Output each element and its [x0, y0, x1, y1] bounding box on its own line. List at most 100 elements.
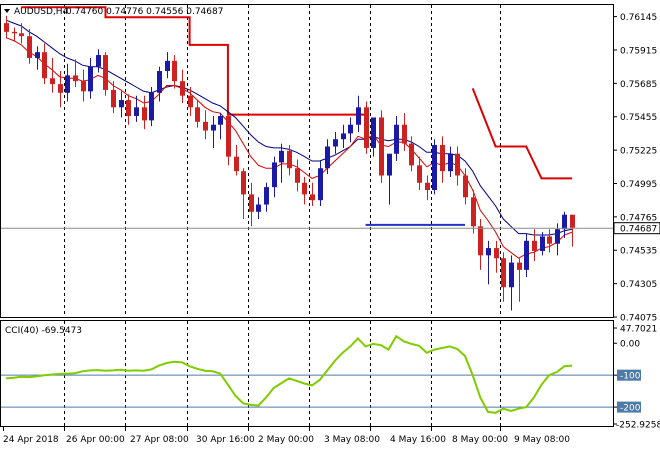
price-panel-frame [0, 4, 614, 318]
cci-line [5, 334, 573, 414]
candle [547, 229, 552, 253]
candle-body [409, 143, 414, 166]
candle-body [88, 66, 93, 92]
time-label: 26 Apr 00:00 [66, 435, 125, 445]
candle [325, 139, 330, 175]
candle-body [188, 95, 193, 108]
candle-body [570, 214, 575, 228]
time-label: 8 May 00:00 [452, 435, 508, 445]
candle-body [348, 124, 353, 134]
cci-axis[interactable]: 47.7021 0.00 -100 -200 -252.9258 [613, 325, 660, 431]
candle [463, 168, 468, 205]
candle [241, 168, 246, 220]
candle-body [111, 89, 116, 108]
candle [540, 232, 545, 256]
candle [73, 59, 78, 87]
candle-body [279, 150, 284, 163]
candle-body [562, 214, 567, 230]
candle [417, 156, 422, 191]
price-tick: 0.74535 [620, 247, 657, 257]
chart-header: AUDUSD,H4 0.74760 0.74776 0.74556 0.7468… [4, 7, 223, 17]
candle-body [333, 139, 338, 147]
current-price-tag [613, 222, 660, 235]
candle [501, 252, 506, 302]
cci-panel[interactable]: CCI(40) -69.5473 [0, 320, 614, 427]
cci-level-tag [617, 369, 641, 381]
candle-body [547, 236, 552, 244]
candle-body [379, 117, 384, 176]
cci-level-tag [617, 401, 641, 413]
candle-body [4, 23, 9, 32]
candle-body [364, 107, 369, 148]
price-tick: 0.75915 [620, 46, 657, 56]
candle-body [310, 194, 315, 201]
candle [264, 182, 269, 212]
candle [256, 197, 261, 220]
candle [272, 156, 277, 198]
candle [394, 116, 399, 161]
price-tick: 0.74305 [620, 280, 657, 290]
candle [226, 113, 231, 166]
price-panel[interactable]: AUDUSD,H4 0.74760 0.74776 0.74556 0.7468… [0, 4, 614, 318]
candle [409, 136, 414, 172]
candle-body [425, 182, 430, 191]
candlesticks [4, 15, 575, 311]
time-label: 9 May 08:00 [514, 435, 570, 445]
time-label: 3 May 08:00 [324, 435, 380, 445]
candle-body [432, 145, 437, 191]
time-axis[interactable]: 24 Apr 2018 26 Apr 00:00 27 Apr 08:00 30 Ap… [3, 427, 570, 445]
candle-body [234, 156, 239, 172]
collapse-triangle-icon[interactable] [4, 9, 10, 13]
candle-body [35, 52, 40, 58]
candle-body [211, 124, 216, 131]
candle-body [119, 100, 124, 108]
candle [486, 240, 491, 285]
candle-body [42, 52, 47, 79]
cci-tick: -200 [620, 404, 641, 414]
candle-body [142, 107, 147, 121]
candle-body [471, 197, 476, 227]
candle-body [19, 33, 24, 37]
time-label: 24 Apr 2018 [3, 435, 59, 445]
candle [103, 52, 108, 96]
candle [12, 27, 17, 41]
candle-body [157, 71, 162, 93]
candle-body [134, 107, 139, 117]
candle [203, 110, 208, 140]
candle [348, 117, 353, 143]
candle-body [226, 116, 231, 157]
candle-body [532, 240, 537, 251]
candle [142, 95, 147, 130]
candle [279, 143, 284, 183]
candle-body [103, 55, 108, 90]
candle [119, 91, 124, 118]
candle-body [50, 78, 55, 85]
candle [134, 95, 139, 122]
candle-body [249, 194, 254, 212]
candle [364, 101, 369, 154]
candle [50, 57, 55, 93]
candle-body [356, 107, 361, 125]
candle [440, 136, 445, 183]
cci-tick: 47.7021 [620, 325, 657, 335]
candle [165, 52, 170, 79]
price-tick: 0.74075 [620, 314, 657, 324]
candle [471, 190, 476, 234]
price-axis[interactable]: 0.76145 0.75915 0.75685 0.75455 0.75225 … [613, 13, 660, 324]
candle-body [524, 240, 529, 270]
candle [402, 113, 407, 151]
candle [211, 116, 216, 148]
price-tick: 0.76145 [620, 13, 657, 23]
candle [302, 176, 307, 205]
candle [188, 86, 193, 117]
candle [448, 146, 453, 177]
candle [494, 240, 499, 273]
candle-body [387, 153, 392, 176]
candle-body [12, 31, 17, 34]
candle-body [180, 81, 185, 96]
candle-body [65, 75, 70, 93]
candle-body [149, 92, 154, 121]
cci-tick: -100 [620, 372, 641, 382]
candle-body [295, 168, 300, 183]
